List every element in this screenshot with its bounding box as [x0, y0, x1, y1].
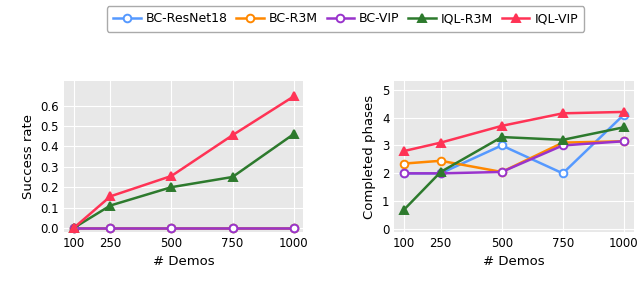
Legend: BC-ResNet18, BC-R3M, BC-VIP, IQL-R3M, IQL-VIP: BC-ResNet18, BC-R3M, BC-VIP, IQL-R3M, IQ… — [107, 6, 584, 32]
Y-axis label: Success rate: Success rate — [22, 114, 35, 199]
X-axis label: # Demos: # Demos — [483, 255, 545, 269]
X-axis label: # Demos: # Demos — [153, 255, 214, 269]
Y-axis label: Completed phases: Completed phases — [364, 95, 376, 219]
